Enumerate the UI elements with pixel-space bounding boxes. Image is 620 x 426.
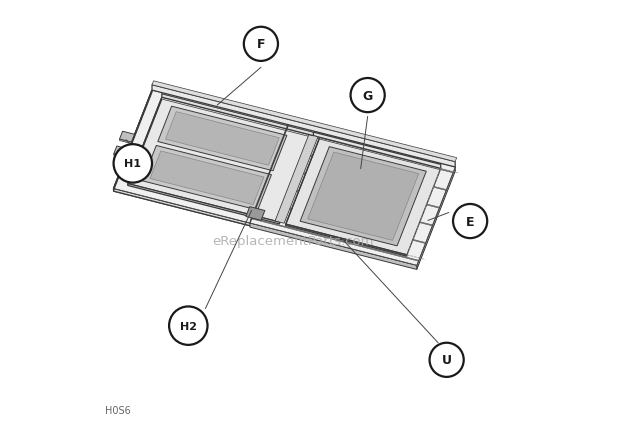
Text: H2: H2 bbox=[180, 321, 197, 331]
Polygon shape bbox=[246, 207, 265, 221]
Polygon shape bbox=[252, 219, 418, 262]
Polygon shape bbox=[300, 147, 427, 246]
Polygon shape bbox=[286, 138, 319, 226]
Polygon shape bbox=[120, 140, 131, 144]
Polygon shape bbox=[319, 138, 441, 170]
Polygon shape bbox=[128, 98, 314, 222]
Circle shape bbox=[350, 79, 385, 113]
Polygon shape bbox=[162, 92, 314, 133]
Polygon shape bbox=[250, 125, 455, 265]
Circle shape bbox=[430, 343, 464, 377]
Polygon shape bbox=[113, 155, 126, 159]
Polygon shape bbox=[120, 132, 135, 143]
Polygon shape bbox=[314, 133, 441, 169]
Text: eReplacementParts.com: eReplacementParts.com bbox=[212, 234, 374, 247]
Polygon shape bbox=[152, 86, 455, 167]
Polygon shape bbox=[146, 101, 451, 181]
Polygon shape bbox=[266, 183, 433, 226]
Polygon shape bbox=[131, 144, 435, 225]
Polygon shape bbox=[123, 164, 427, 244]
Polygon shape bbox=[162, 95, 314, 136]
Circle shape bbox=[453, 204, 487, 239]
Polygon shape bbox=[139, 124, 442, 205]
Polygon shape bbox=[152, 82, 457, 162]
Polygon shape bbox=[113, 91, 455, 265]
Polygon shape bbox=[286, 130, 453, 173]
Polygon shape bbox=[158, 107, 287, 171]
Polygon shape bbox=[113, 91, 152, 191]
Polygon shape bbox=[128, 184, 280, 225]
Polygon shape bbox=[275, 135, 318, 224]
Polygon shape bbox=[162, 98, 314, 138]
Polygon shape bbox=[113, 189, 417, 268]
Polygon shape bbox=[131, 140, 436, 221]
Text: E: E bbox=[466, 215, 474, 228]
Circle shape bbox=[244, 28, 278, 62]
Polygon shape bbox=[259, 201, 425, 244]
Text: G: G bbox=[363, 89, 373, 102]
Polygon shape bbox=[308, 153, 418, 241]
Polygon shape bbox=[166, 112, 279, 166]
Polygon shape bbox=[123, 159, 428, 240]
Polygon shape bbox=[116, 183, 419, 264]
Text: H1: H1 bbox=[124, 159, 141, 169]
Text: U: U bbox=[441, 354, 451, 366]
Text: H0S6: H0S6 bbox=[105, 406, 131, 415]
Polygon shape bbox=[146, 105, 450, 185]
Polygon shape bbox=[280, 148, 446, 191]
Text: F: F bbox=[257, 38, 265, 51]
Polygon shape bbox=[417, 167, 455, 270]
Polygon shape bbox=[139, 120, 444, 201]
Polygon shape bbox=[113, 147, 129, 158]
Polygon shape bbox=[273, 166, 440, 209]
Polygon shape bbox=[113, 91, 455, 265]
Circle shape bbox=[169, 307, 208, 345]
Polygon shape bbox=[113, 91, 152, 192]
Polygon shape bbox=[128, 98, 162, 186]
Circle shape bbox=[113, 145, 152, 183]
Polygon shape bbox=[150, 152, 264, 205]
Polygon shape bbox=[286, 138, 441, 255]
Polygon shape bbox=[250, 223, 417, 270]
Polygon shape bbox=[286, 225, 407, 256]
Polygon shape bbox=[113, 94, 455, 268]
Polygon shape bbox=[143, 146, 272, 210]
Polygon shape bbox=[116, 179, 420, 260]
